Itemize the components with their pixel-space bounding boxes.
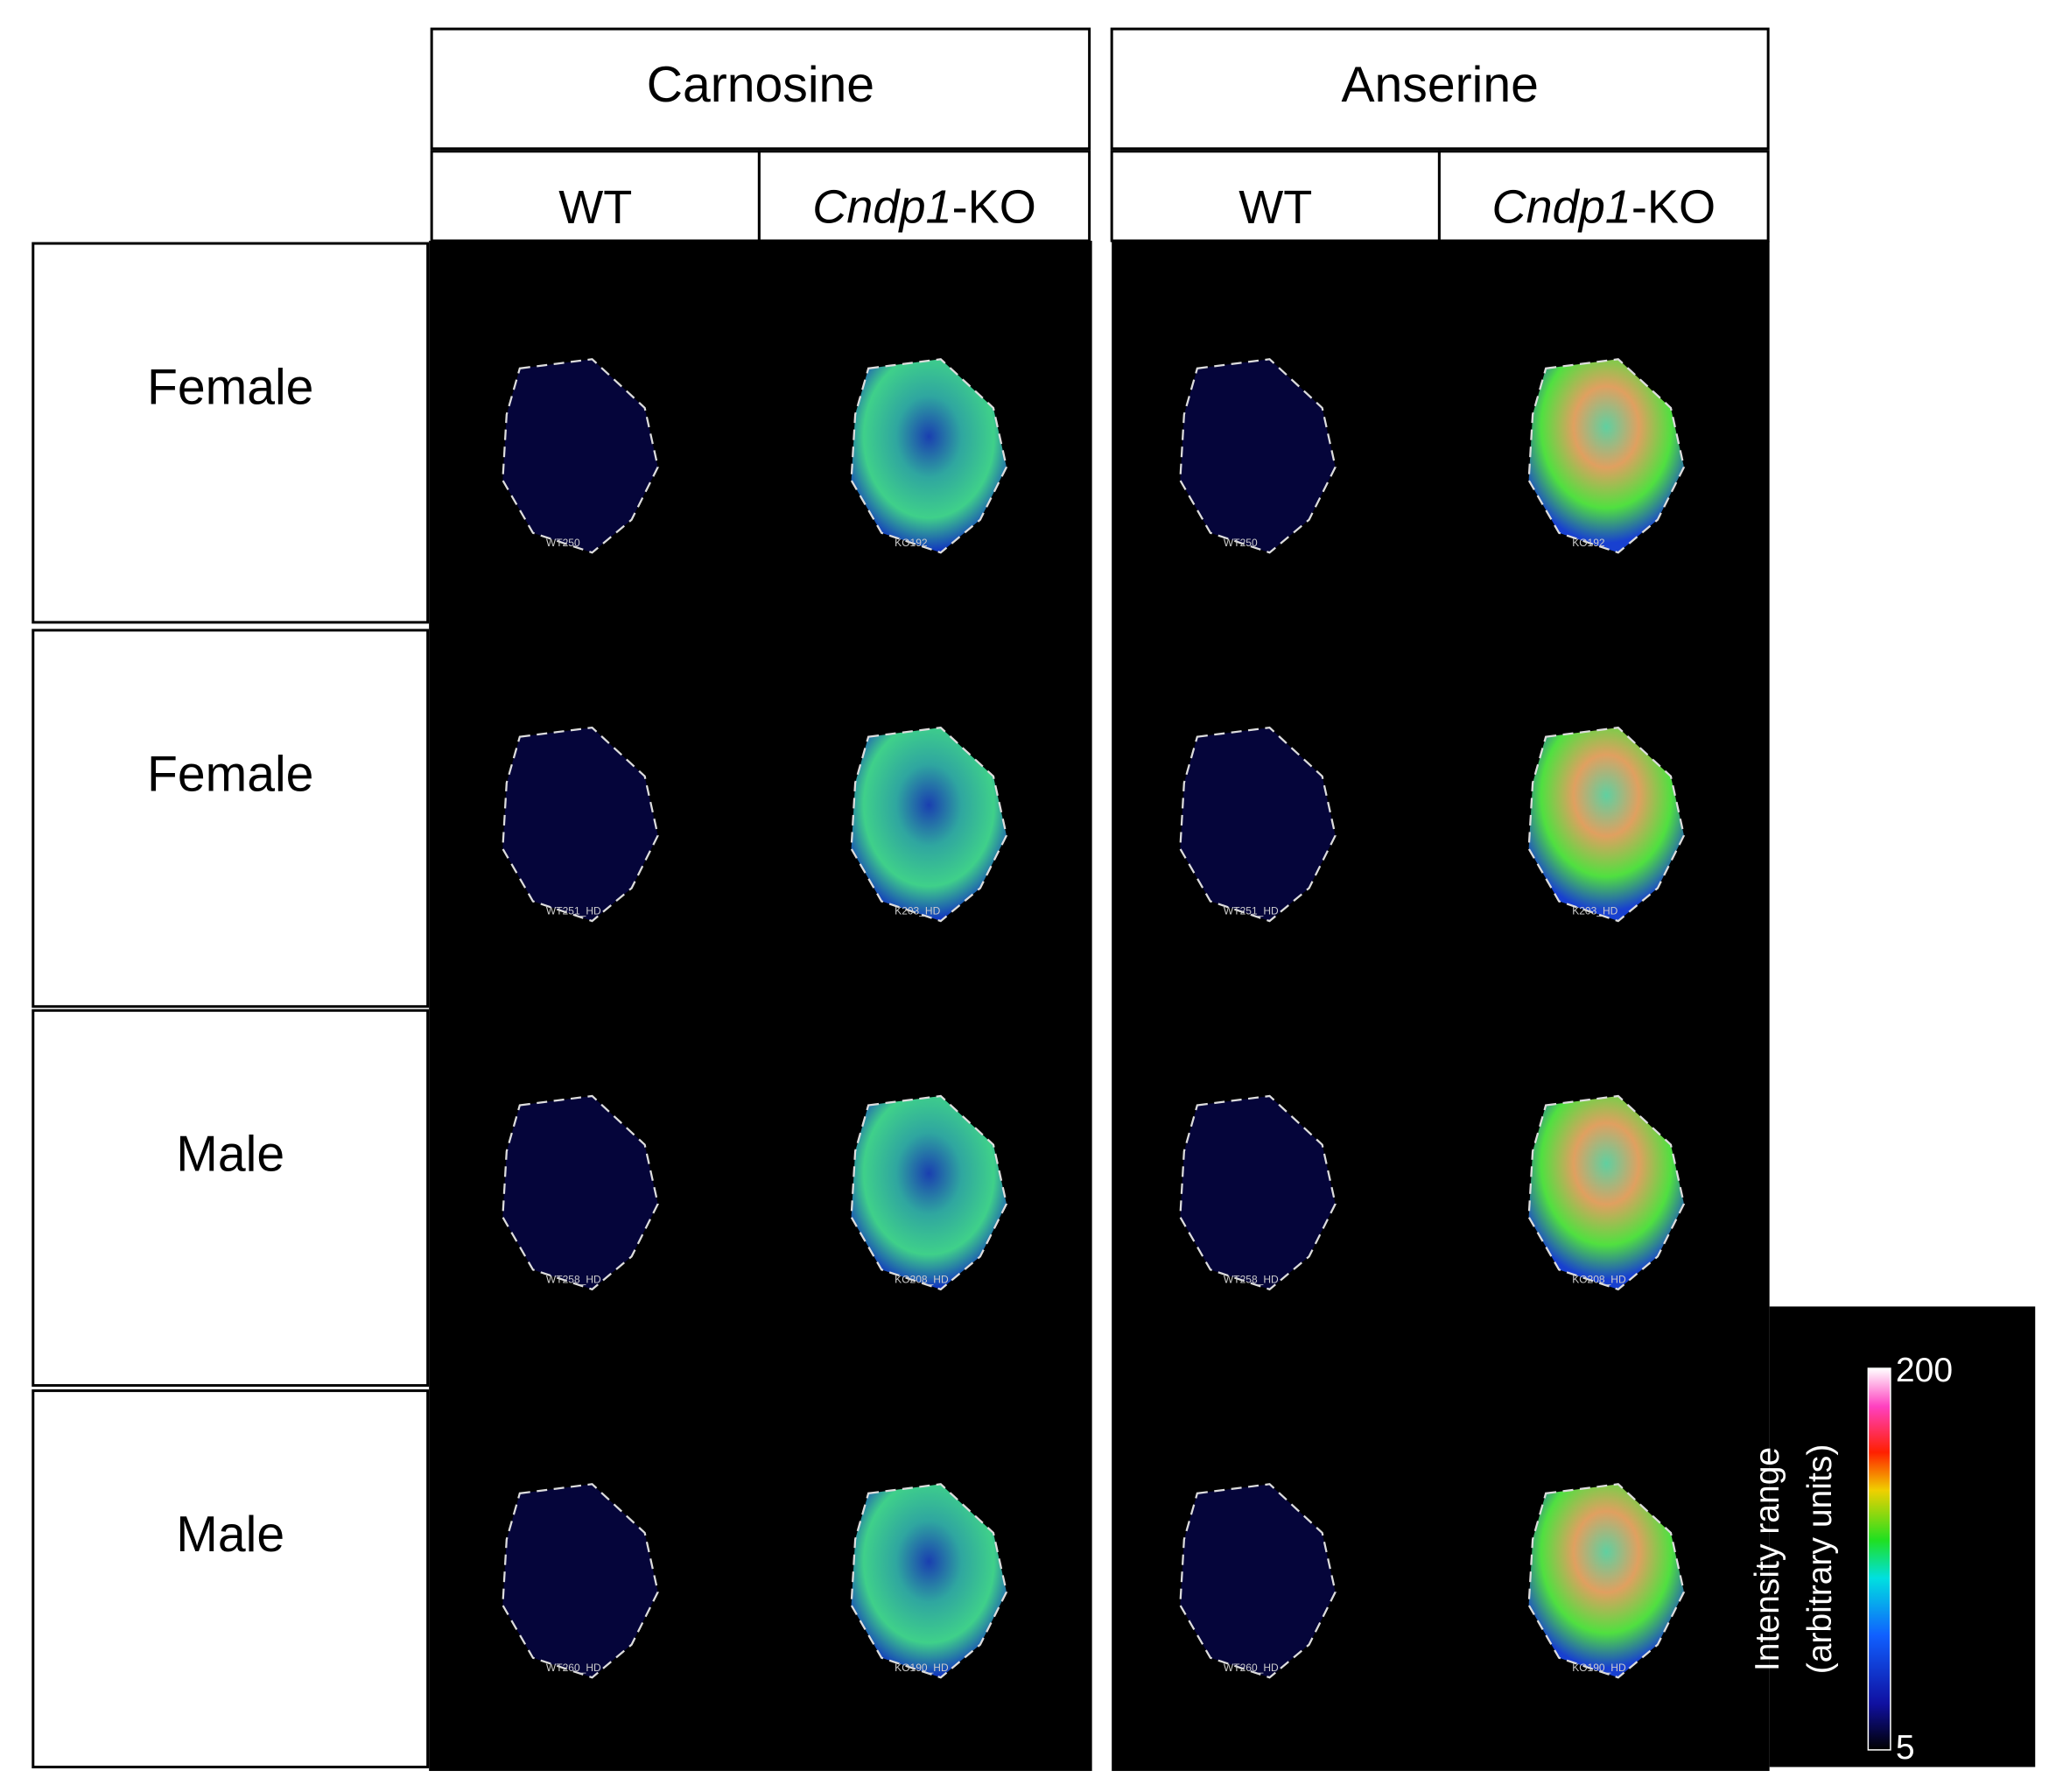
row-label: Female — [147, 746, 313, 802]
row-label: Male — [176, 1127, 284, 1183]
sample-label: KO208_HD — [1572, 1274, 1626, 1286]
sample-label: KO190_HD — [1572, 1662, 1626, 1674]
tissue-section — [1179, 726, 1337, 923]
tissue-signal — [1527, 1094, 1686, 1291]
group-header: Anserine — [1341, 57, 1538, 113]
tissue-signal — [850, 1483, 1008, 1679]
row-label-box — [32, 629, 430, 1008]
column-header-box — [430, 150, 761, 242]
gene-name: Cndp1 — [812, 181, 951, 234]
sample-label: K203_HD — [895, 905, 940, 917]
tissue-section — [502, 1483, 659, 1679]
colorbar-min: 5 — [1896, 1729, 1915, 1767]
sample-label: KO192 — [895, 537, 928, 549]
sample-label: WT251_HD — [546, 905, 601, 917]
tissue-section — [502, 358, 659, 554]
tissue-section — [1179, 1483, 1337, 1679]
column-header: Cndp1-KO — [812, 181, 1036, 234]
group-header-box — [1110, 27, 1770, 151]
gene-name: Cndp1 — [1491, 181, 1631, 234]
row-label-box — [32, 1389, 430, 1768]
tissue-section — [502, 726, 659, 923]
sample-label: WT260_HD — [546, 1662, 601, 1674]
sample-label: WT258_HD — [546, 1274, 601, 1286]
tissue-section — [1179, 358, 1337, 554]
group-header: Carnosine — [647, 57, 874, 113]
row-label: Female — [147, 359, 313, 415]
colorbar — [1867, 1367, 1891, 1751]
column-header-box — [1110, 150, 1441, 242]
tissue-section — [1179, 1094, 1337, 1291]
colorbar-title: Intensity range — [1749, 1447, 1786, 1671]
tissue-section — [502, 1094, 659, 1291]
tissue-signal — [1527, 358, 1686, 554]
sample-label: KO208_HD — [895, 1274, 949, 1286]
row-label-box — [32, 242, 430, 624]
sample-label: K203_HD — [1572, 905, 1617, 917]
sample-label: WT260_HD — [1224, 1662, 1279, 1674]
colorbar-unit: (arbitrary units) — [1801, 1444, 1839, 1675]
sample-label: KO190_HD — [895, 1662, 949, 1674]
colorbar-max: 200 — [1896, 1352, 1953, 1389]
colorbar-bg — [1769, 1306, 2036, 1767]
genotype-suffix: -KO — [1631, 181, 1716, 234]
sample-label: WT251_HD — [1224, 905, 1279, 917]
row-label: Male — [176, 1507, 284, 1563]
tissue-signal — [850, 1094, 1008, 1291]
sample-label: WT250 — [1224, 537, 1258, 549]
tissue-signal — [1527, 726, 1686, 923]
column-header: WT — [558, 181, 632, 234]
column-header: Cndp1-KO — [1491, 181, 1716, 234]
column-header-box — [1437, 150, 1770, 242]
sample-label: WT250 — [546, 537, 580, 549]
column-header: WT — [1239, 181, 1312, 234]
tissue-signal — [1527, 1483, 1686, 1679]
sample-label: WT258_HD — [1224, 1274, 1279, 1286]
row-label-box — [32, 1008, 430, 1388]
column-header-box — [757, 150, 1091, 242]
group-header-box — [430, 27, 1091, 151]
genotype-suffix: -KO — [952, 181, 1036, 234]
tissue-signal — [850, 726, 1008, 923]
sample-label: KO192 — [1572, 537, 1605, 549]
tissue-signal — [850, 358, 1008, 554]
